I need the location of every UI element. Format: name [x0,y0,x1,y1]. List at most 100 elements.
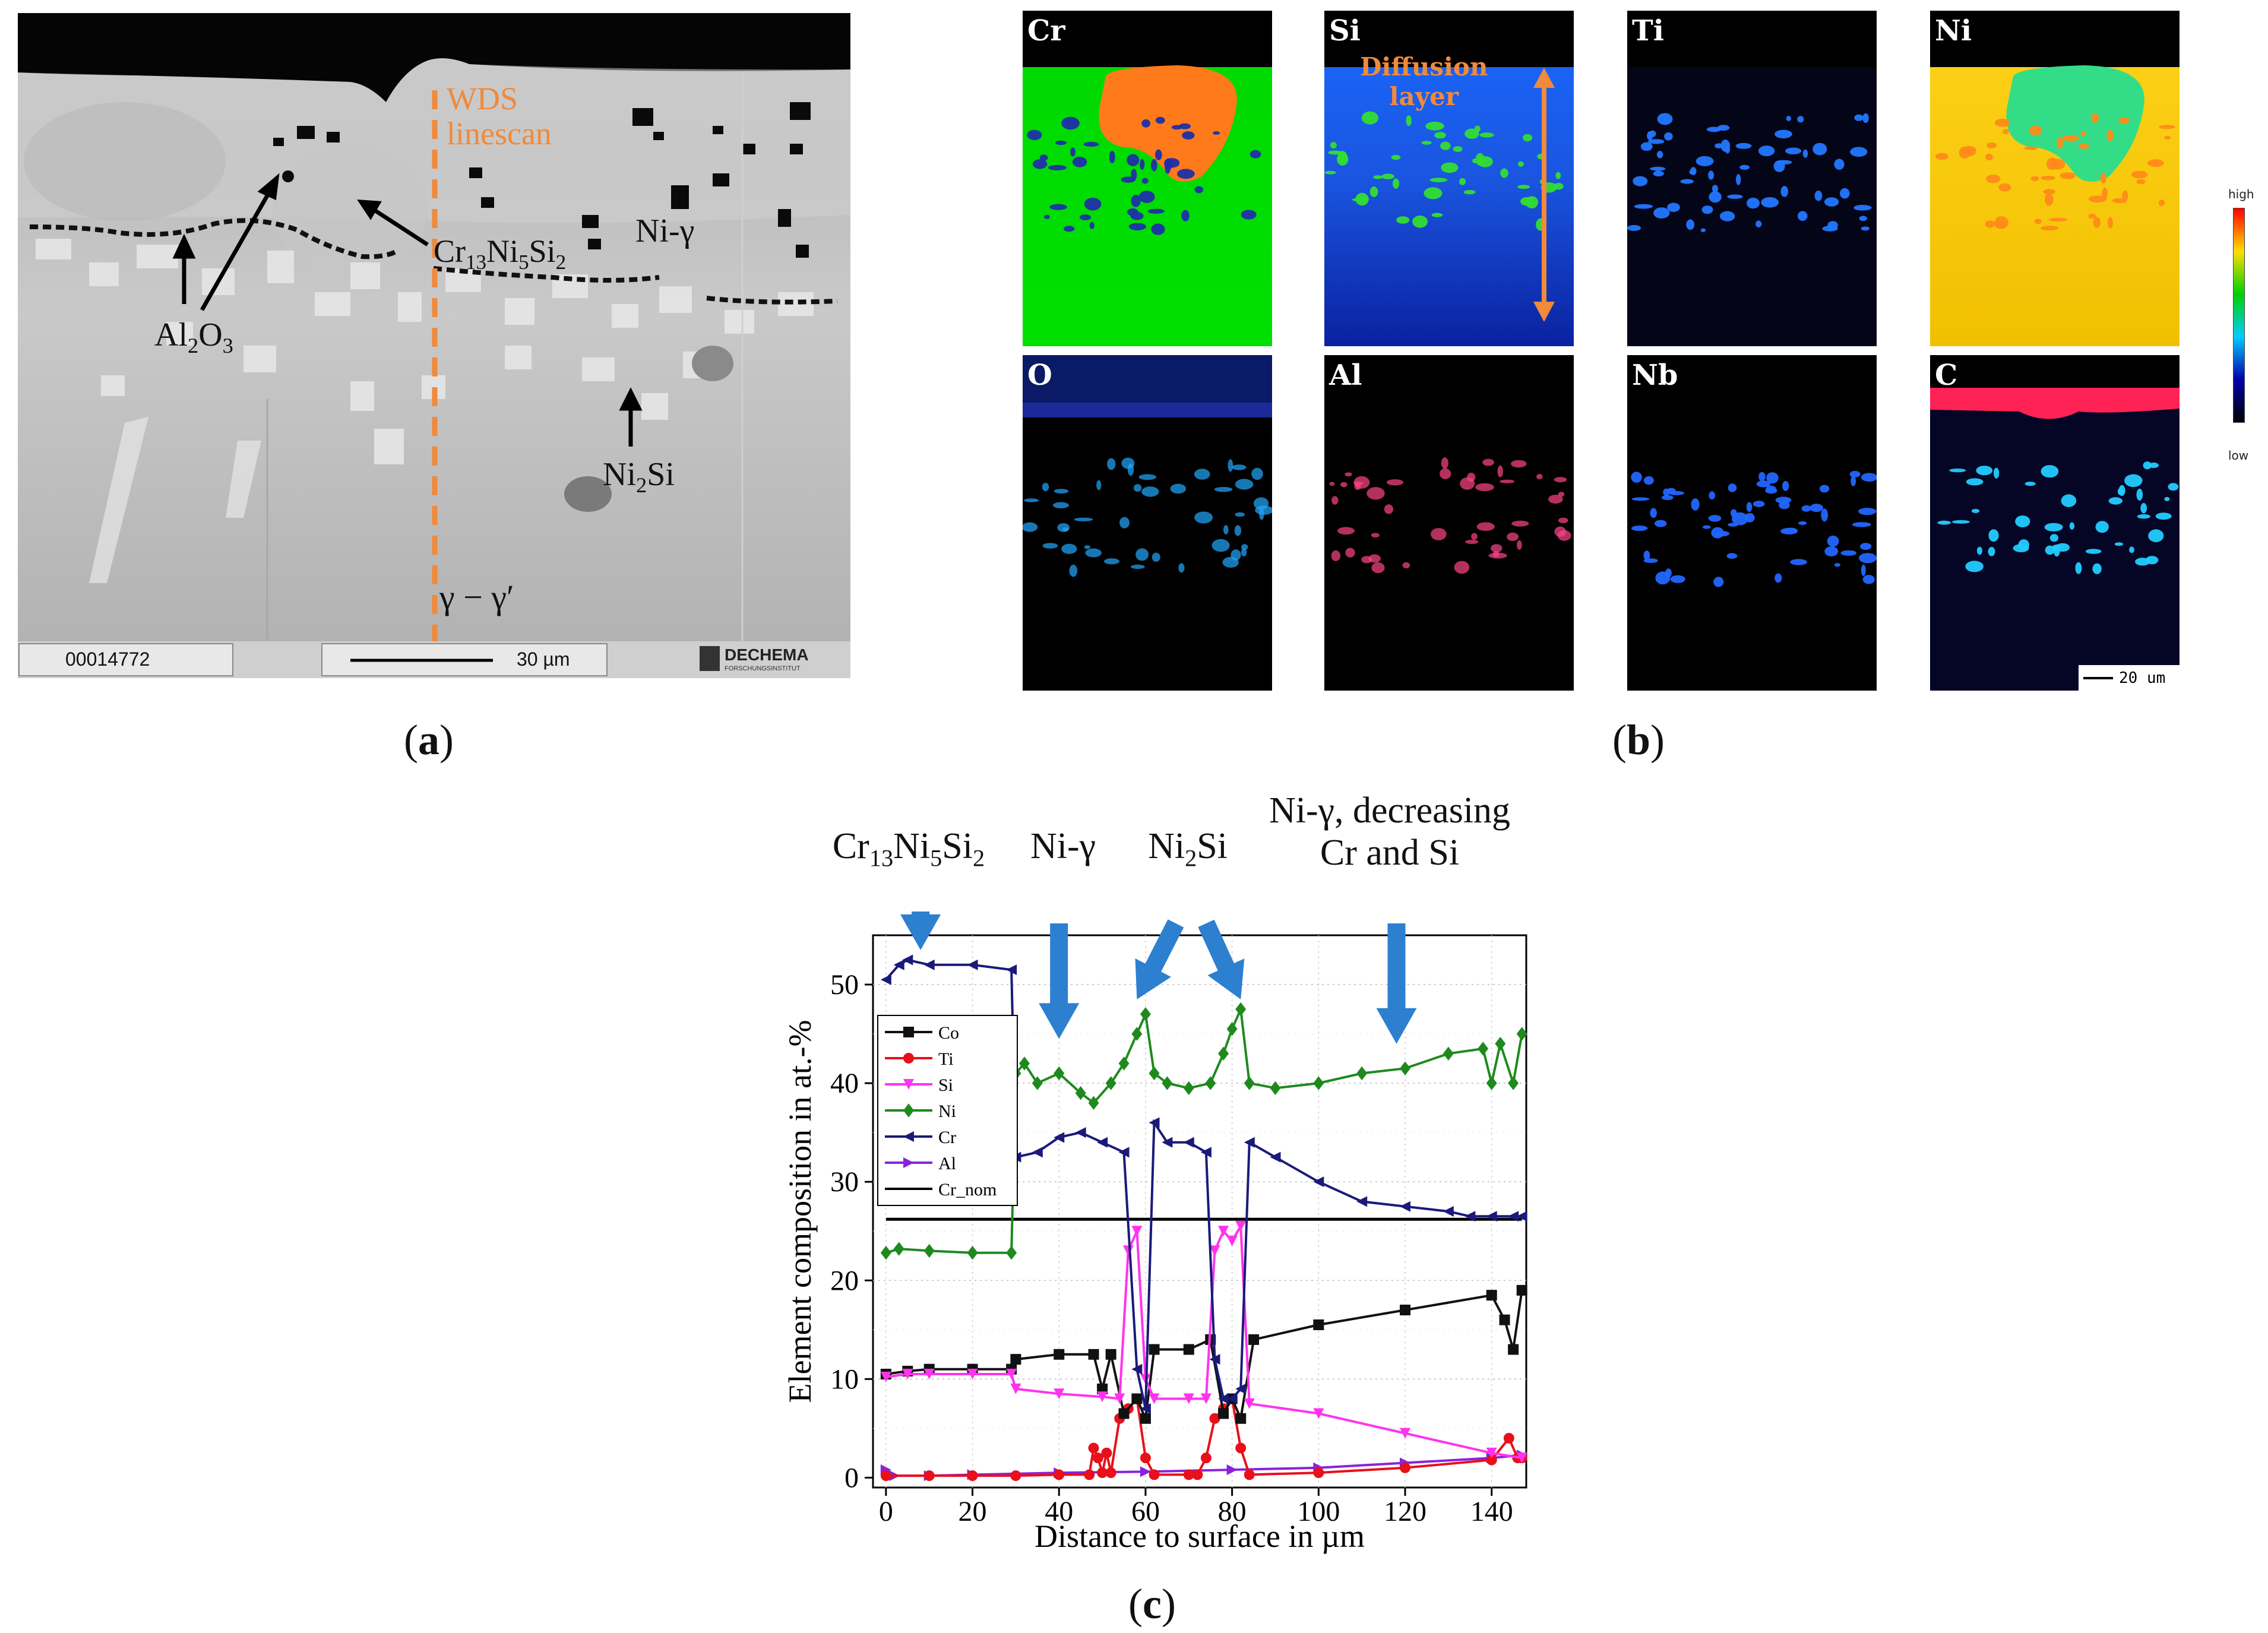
annotation-decreasing: Ni-γ, decreasing Cr and Si [1235,790,1544,875]
wds-label: WDS linescan [447,81,552,152]
xtick-label-80: 80 [1218,1496,1247,1527]
arrow-decreasing [1376,923,1417,1044]
series-si [880,1220,1527,1464]
legend-marker-cr [903,1131,914,1142]
point-co-24 [1508,1344,1519,1355]
legend-marker-si [903,1079,914,1090]
point-ni-29 [1486,1076,1497,1090]
legend-marker-co [903,1027,914,1037]
point-co-12 [1140,1413,1151,1424]
point-si-1 [902,1369,913,1380]
colorbar [2233,208,2245,423]
annotation-decreasing-line1: Ni-γ, decreasing [1269,790,1511,831]
point-co-10 [1118,1408,1130,1419]
wds-label-line2: linescan [447,116,552,152]
point-cr-24 [1313,1176,1324,1188]
point-si-6 [1054,1388,1065,1400]
linescan-chart: 0 10 20 30 40 50 0 20 40 60 80 100 120 140 Distance to… [782,912,1527,1554]
point-al-5 [1140,1466,1151,1477]
point-cr-17 [1200,1147,1212,1158]
point-ni-12 [1118,1056,1130,1071]
point-ti-23 [1244,1469,1255,1480]
point-cr-12 [1131,1363,1143,1375]
point-ti-15 [1149,1469,1160,1480]
series-line-si [885,1222,1523,1460]
point-si-5 [1010,1383,1021,1394]
sample-id-box [18,643,233,676]
map-label-ti: Ti [1632,14,1664,48]
dechema-logo-text: DECHEMA [725,645,809,664]
point-ni-2 [923,1243,935,1258]
map-image-c [1930,355,2180,574]
point-si-15 [1209,1245,1220,1257]
xtick-label-100: 100 [1297,1496,1340,1527]
point-co-25 [1516,1284,1527,1296]
point-cr-29 [1486,1211,1497,1222]
map-image-nb [1627,355,1877,587]
point-cr-30 [1508,1211,1519,1222]
point-si-20 [1313,1408,1324,1419]
legend-label-cr-nom: Cr_nom [938,1180,997,1200]
map-tile-si: Si Diffusion layer [1324,11,1574,346]
ytick-label-50: 50 [830,969,859,1001]
map-image-o [1023,355,1272,577]
point-si-9 [1122,1245,1134,1257]
point-ti-2 [967,1470,978,1482]
annotation-decreasing-line2: Cr and Si [1320,833,1460,874]
oxide-pores [273,102,811,258]
annotation-ni-gamma: Ni-γ [1030,826,1096,866]
legend-label-co: Co [938,1023,959,1043]
point-cr-21 [1235,1383,1247,1394]
arrow-ni-gamma [1039,923,1080,1039]
point-ti-3 [1010,1470,1021,1482]
map-label-ni: Ni [1935,14,1972,48]
map-scale-bar-label: 20 um [2119,669,2166,687]
point-ti-5 [1084,1469,1095,1480]
al2o3-stringer-2 [433,266,660,283]
point-cr-22 [1244,1137,1255,1148]
point-ti-9 [1101,1447,1112,1458]
point-ni-25 [1356,1066,1368,1081]
arrow-cr13ni5si2 [900,912,941,950]
point-si-7 [1097,1391,1108,1403]
point-cr-0 [880,974,891,985]
point-al-6 [1226,1464,1238,1476]
point-si-4 [1006,1369,1017,1380]
point-ni-14 [1140,1007,1151,1021]
point-ti-0 [880,1470,891,1482]
legend-marker-ni [903,1103,914,1118]
map-image-ti [1627,11,1877,232]
panel-label-a: (a) [404,716,454,764]
point-ni-24 [1313,1076,1324,1090]
ytick-label-40: 40 [830,1068,859,1099]
point-ti-27 [1503,1432,1514,1444]
point-ti-6 [1088,1442,1099,1454]
point-si-12 [1149,1393,1160,1404]
point-ti-16 [1183,1469,1194,1480]
point-cr-15 [1162,1137,1173,1148]
point-cr-2 [902,954,913,966]
point-co-19 [1248,1334,1260,1345]
ytick-label-0: 0 [844,1462,859,1493]
xtick-label-60: 60 [1131,1496,1160,1527]
point-cr-23 [1270,1151,1281,1163]
ytick-label-10: 10 [830,1363,859,1395]
point-co-16 [1218,1408,1229,1419]
point-cr-25 [1356,1196,1368,1207]
ytick-label-20: 20 [830,1265,859,1296]
point-ti-24 [1313,1467,1324,1479]
point-cr-8 [1054,1132,1065,1143]
series-co [880,1284,1527,1424]
map-label-cr: Cr [1027,14,1065,48]
sample-id: 00014772 [65,648,150,670]
point-co-21 [1400,1305,1411,1316]
map-image-ni [1930,11,2180,230]
point-cr-4 [967,959,978,970]
point-cr-13 [1140,1403,1151,1414]
point-co-14 [1183,1344,1194,1355]
point-ni-15 [1149,1066,1160,1081]
point-cr-14 [1149,1117,1160,1128]
map-tile-o: O [1023,355,1272,691]
wds-label-line1: WDS [447,81,518,116]
point-cr-26 [1400,1201,1411,1212]
